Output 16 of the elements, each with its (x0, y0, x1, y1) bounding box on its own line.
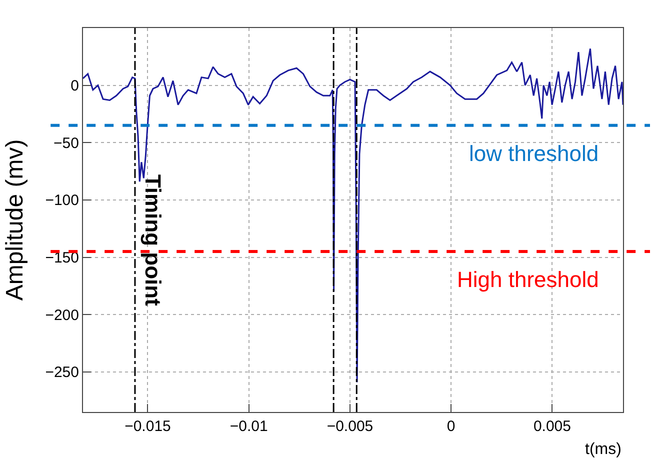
x-tick-label: −0.015 (124, 418, 171, 435)
y-tick-label: −250 (45, 364, 79, 382)
ref-line-label: low threshold (469, 141, 599, 166)
x-tick-label: 0.005 (533, 418, 571, 435)
x-axis-title: t(ms) (585, 441, 622, 458)
line-series (83, 48, 623, 383)
y-tick-label: 0 (70, 78, 79, 95)
y-tick-label: −100 (45, 192, 79, 210)
x-tick-label: 0 (446, 418, 456, 435)
y-tick-label: −50 (54, 134, 79, 152)
y-axis-title: Amplitude (mv) (1, 139, 28, 301)
y-tick-label: −200 (45, 306, 79, 324)
ref-line-label: High threshold (457, 267, 599, 292)
ref-line-label: Timing point (140, 174, 166, 307)
x-tick-label: −0.01 (230, 418, 268, 435)
x-tick-label: −0.005 (326, 418, 374, 435)
